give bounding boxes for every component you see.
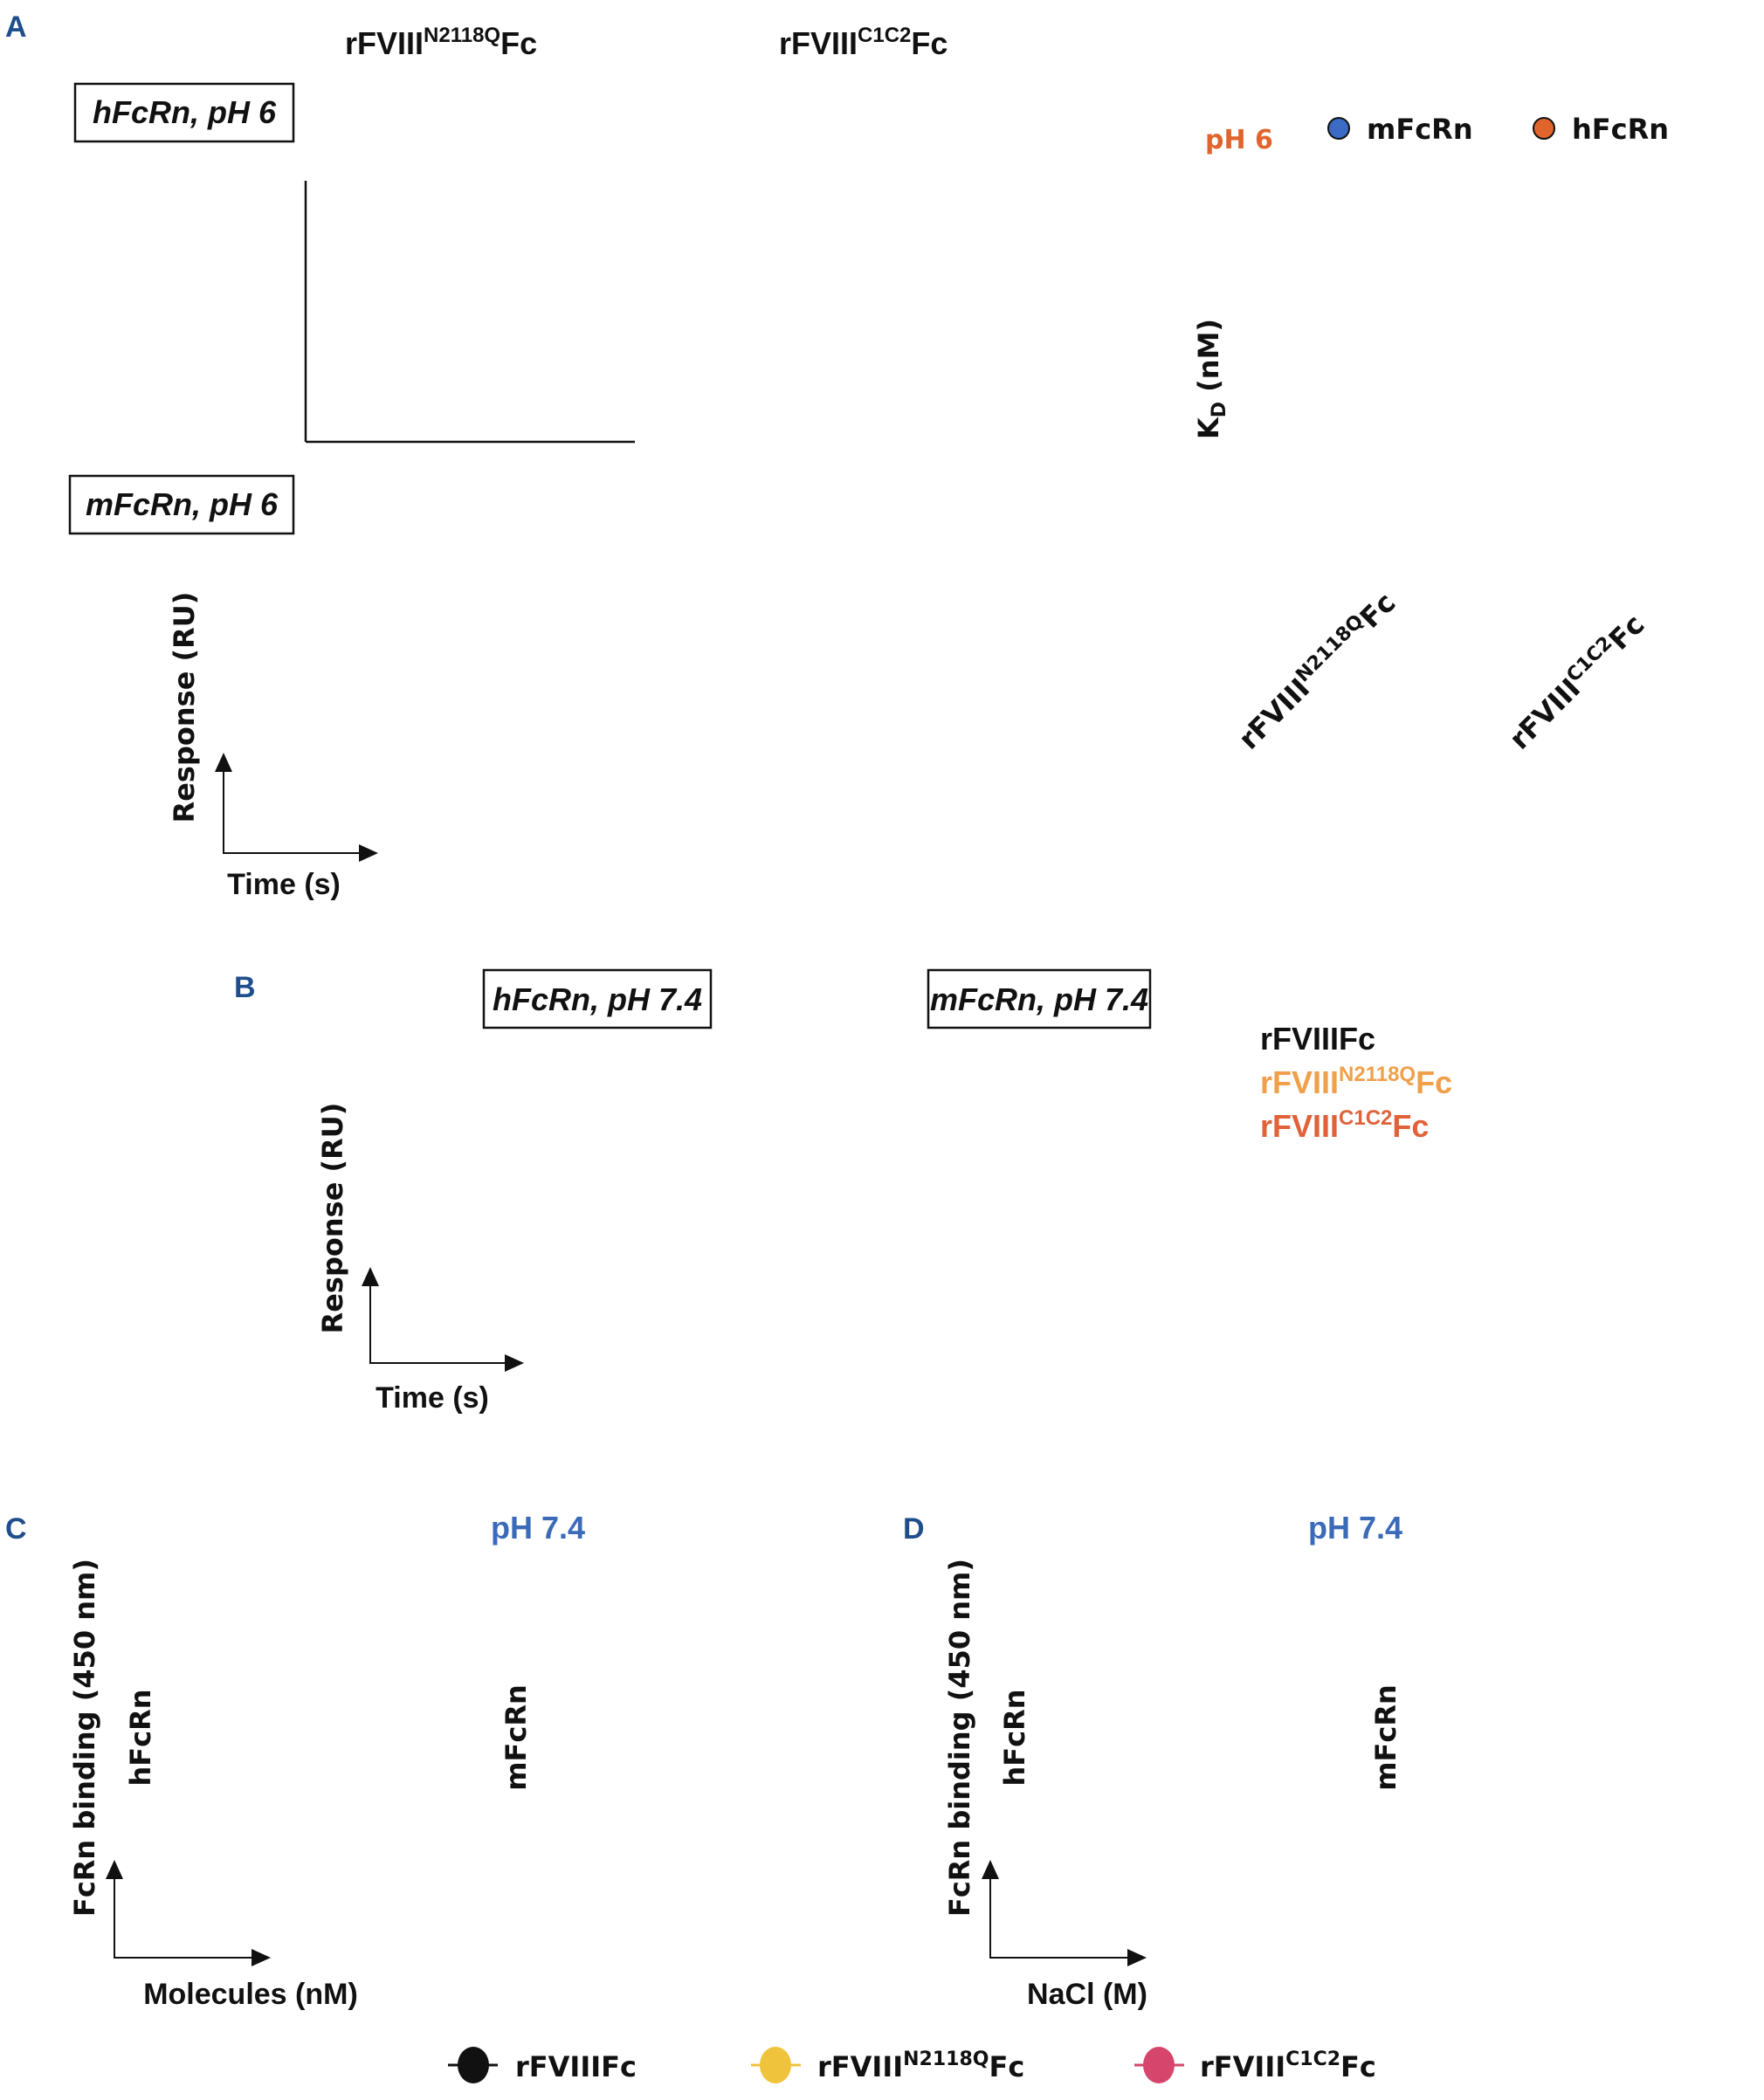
a-axis-arrows-icon: [215, 753, 378, 862]
legend-label-hfcrn: hFcRn: [1572, 113, 1669, 146]
svg-text:rFVIIIC1C2Fc: rFVIIIC1C2Fc: [1200, 2048, 1376, 2083]
svg-text:hFcRn, pH 6: hFcRn, pH 6: [93, 94, 277, 130]
bottom-legend: rFVIIIFc rFVIIIN2118QFc rFVIIIC1C2Fc: [448, 2047, 1376, 2083]
row-label-mfcrn-ph6: mFcRn, pH 6: [68, 474, 295, 535]
c-sub-ylabel-hfcrn: hFcRn: [124, 1689, 157, 1786]
b-label-mfcrn: mFcRn, pH 7.4: [927, 968, 1152, 1029]
svg-text:hFcRn, pH 7.4: hFcRn, pH 7.4: [493, 981, 702, 1017]
bottom-legend-rfviiifc: rFVIIIFc: [448, 2047, 637, 2083]
legend-marker-mfcrn: [1327, 117, 1350, 140]
d-axis-arrows-icon: [982, 1860, 1147, 1966]
panel-letter-d: D: [903, 1512, 925, 1546]
svg-text:rFVIIIN2118QFc: rFVIIIN2118QFc: [817, 2048, 1024, 2083]
a-xlabel: Time (s): [227, 868, 341, 901]
a-ylabel: Response (RU): [168, 592, 201, 823]
d-sub-ylabel-hfcrn: hFcRn: [998, 1689, 1031, 1786]
b-xlabel: Time (s): [376, 1381, 489, 1415]
panel-letter-b: B: [234, 971, 256, 1004]
panel-letter-c: C: [5, 1512, 27, 1546]
b-label-hfcrn: hFcRn, pH 7.4: [482, 968, 713, 1029]
b-legend-n2118q: rFVIIIN2118QFc: [1260, 1063, 1452, 1100]
d-title: pH 7.4: [1308, 1510, 1402, 1546]
kd-legend: mFcRn hFcRn: [1327, 113, 1669, 146]
b-legend-c1c2: rFVIIIC1C2Fc: [1260, 1106, 1429, 1144]
col-title-c1c2: rFVIIIC1C2Fc: [779, 24, 947, 61]
b-legend-rfviiifc: rFVIIIFc: [1260, 1021, 1375, 1057]
b-legend: rFVIIIFc rFVIIIN2118QFc rFVIIIC1C2Fc: [1260, 1021, 1452, 1144]
plot-a-hfcrn-n2118q: [304, 181, 635, 444]
panel-letter-a: A: [5, 10, 27, 44]
svg-text:mFcRn, pH 7.4: mFcRn, pH 7.4: [930, 981, 1148, 1017]
c-axis-arrows-icon: [106, 1860, 271, 1966]
c-sub-ylabel-mfcrn: mFcRn: [500, 1684, 533, 1791]
b-axis-arrows-icon: [362, 1267, 524, 1372]
d-xlabel: NaCl (M): [1027, 1978, 1147, 2011]
svg-text:rFVIIIFc: rFVIIIFc: [515, 2050, 637, 2083]
bottom-legend-n2118q: rFVIIIN2118QFc: [751, 2047, 1024, 2083]
c-xlabel: Molecules (nM): [143, 1978, 358, 2011]
row-label-hfcrn-ph6: hFcRn, pH 6: [73, 82, 295, 143]
d-ylabel: FcRn binding (450 nm): [943, 1559, 976, 1917]
kd-category-n2118q: rFVIIIN2118QFc: [1231, 585, 1402, 755]
legend-label-mfcrn: mFcRn: [1367, 113, 1473, 146]
d-sub-ylabel-mfcrn: mFcRn: [1369, 1684, 1402, 1791]
b-ylabel: Response (RU): [316, 1103, 349, 1334]
c-title: pH 7.4: [491, 1510, 585, 1546]
kd-ylabel: KD (nM): [1192, 319, 1230, 439]
svg-text:mFcRn, pH 6: mFcRn, pH 6: [86, 486, 279, 522]
bottom-legend-c1c2: rFVIIIC1C2Fc: [1134, 2047, 1376, 2083]
kd-title: pH 6: [1205, 125, 1273, 155]
kd-category-c1c2: rFVIIIC1C2Fc: [1502, 607, 1650, 755]
legend-marker-hfcrn: [1533, 117, 1555, 140]
col-title-n2118q: rFVIIIN2118QFc: [345, 24, 537, 61]
c-ylabel: FcRn binding (450 nm): [68, 1559, 101, 1917]
